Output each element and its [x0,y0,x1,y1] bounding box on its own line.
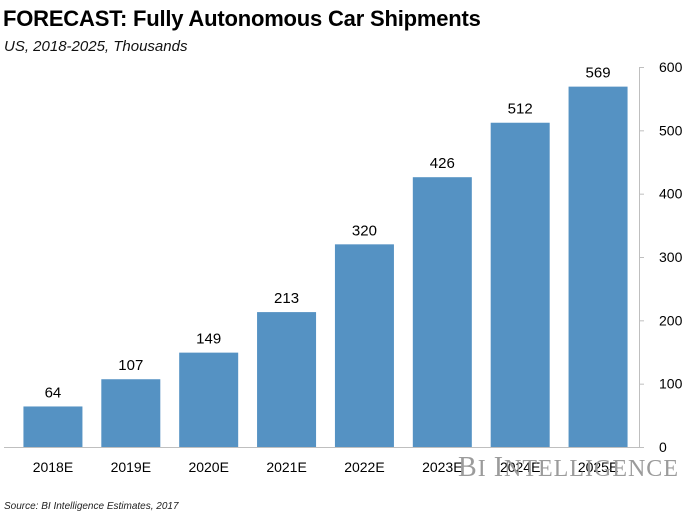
y-axis-ticks: 0 100 200 300 400 500 600 [639,59,683,455]
chart-title: FORECAST: Fully Autonomous Car Shipments [3,6,481,31]
x-tick-label: 2022E [344,459,384,475]
brand-logo: BI INTELLIGENCE [458,452,679,483]
value-labels-layer: 64 107 149 213 320 426 512 569 [45,65,611,402]
chart-subtitle: US, 2018-2025, Thousands [4,38,188,55]
x-axis-ticks: 2018E 2019E 2020E 2021E 2022E 2023E 2024E 2025E [33,459,619,475]
y-tick-label: 300 [659,249,683,265]
bar-value-label: 569 [586,65,611,82]
bar-value-label: 426 [430,155,455,172]
source-note: Source: BI Intelligence Estimates, 2017 [4,501,179,512]
x-tick-label: 2023E [422,459,462,475]
y-tick-label: 500 [659,122,683,138]
bar [334,244,394,447]
bar-value-label: 107 [118,357,143,374]
bar [101,379,161,447]
bar-value-label: 64 [45,384,62,401]
bar [490,122,550,447]
bars-layer [23,86,628,447]
bar [257,312,317,447]
bar [23,406,83,447]
bar [412,177,472,447]
bar [568,86,628,447]
x-tick-label: 2020E [188,459,228,475]
x-tick-label: 2025E [578,459,618,475]
bar-value-label: 149 [196,331,221,348]
x-tick-label: 2021E [266,459,306,475]
y-tick-label: 100 [659,376,683,392]
x-tick-label: 2024E [500,459,540,475]
x-tick-label: 2018E [33,459,73,475]
y-tick-label: 600 [659,59,683,75]
y-tick-label: 400 [659,186,683,202]
bar-value-label: 213 [274,290,299,307]
bar-value-label: 320 [352,222,377,239]
x-tick-label: 2019E [111,459,151,475]
y-tick-label: 200 [659,312,683,328]
bar [179,352,239,447]
bar-value-label: 512 [508,101,533,118]
y-tick-label: 0 [659,439,667,455]
